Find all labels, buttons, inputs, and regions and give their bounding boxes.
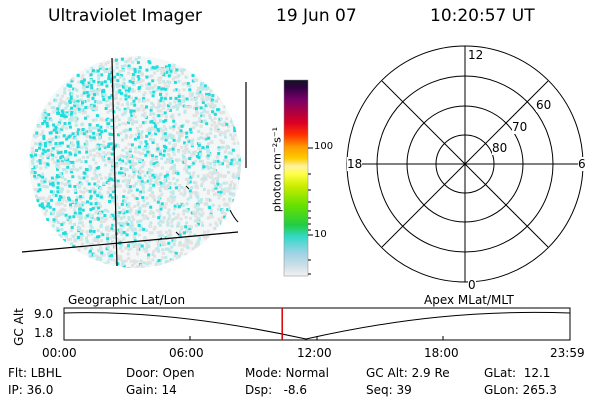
uv-image-disk: [29, 56, 241, 268]
mode-label: Mode: Normal: [245, 366, 329, 380]
timeline-ytick-1-8: 1.8: [34, 326, 54, 340]
timeline-left-title: Geographic Lat/Lon: [68, 293, 186, 307]
timeline-xtick-0000: 00:00: [42, 346, 77, 360]
mlt-label-0: 0: [468, 278, 476, 292]
date-label: 19 Jun 07: [276, 6, 357, 26]
timeline-right-title: Apex MLat/MLT: [424, 293, 514, 307]
timeline-xtick-1200: 12:00: [297, 346, 332, 360]
mlt-label-12: 12: [468, 48, 484, 62]
ip-label: IP: 36.0: [8, 383, 54, 397]
lat-label-60: 60: [536, 98, 552, 112]
timeline-ytick-9: 9.0: [34, 307, 54, 321]
seq-label: Seq: 39: [366, 383, 412, 397]
dsp-label: Dsp: -8.6: [245, 383, 308, 397]
lat-label-70: 70: [512, 120, 528, 134]
timeline-xtick-2359: 23:59: [550, 346, 585, 360]
colorbar: [283, 79, 313, 277]
mlt-label-18: 18: [347, 157, 363, 171]
instrument-title: Ultraviolet Imager: [48, 6, 202, 26]
gain-label: Gain: 14: [126, 383, 177, 397]
colorbar-tick-100: 100: [314, 141, 334, 152]
parallel-line: [21, 231, 239, 253]
timeline-xtick-1800: 18:00: [424, 346, 459, 360]
gc-alt-label: GC Alt: 2.9 Re: [366, 366, 450, 380]
door-label: Door: Open: [126, 366, 195, 380]
lat-label-80: 80: [492, 141, 508, 155]
mlt-label-6: 6: [578, 157, 586, 171]
glat-label: GLat: 12.1: [484, 366, 551, 380]
timeline-xtick-0600: 06:00: [169, 346, 204, 360]
coastline-fragments: [157, 185, 239, 241]
time-label: 10:20:57 UT: [430, 6, 535, 26]
filter-label: Flt: LBHL: [8, 366, 62, 380]
glon-label: GLon: 265.3: [484, 383, 557, 397]
meridian-line: [111, 57, 118, 267]
colorbar-tick-10: 10: [314, 229, 327, 240]
altitude-curve: [63, 311, 571, 340]
